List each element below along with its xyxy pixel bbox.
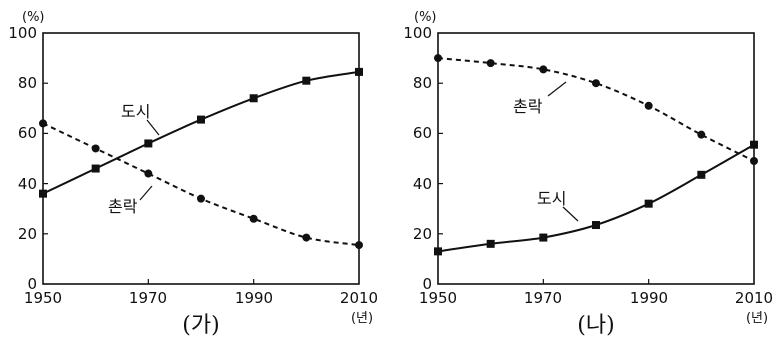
x-tick-label: 1970	[524, 289, 562, 307]
chart-na: (%) (년) (나) 0 20 40 60 80 100 1950 1970 …	[403, 10, 773, 338]
series-label-rural: 촌락	[108, 197, 138, 216]
data-point-circle	[144, 169, 153, 178]
chart-marks	[434, 54, 758, 284]
y-tick-label: 40	[18, 175, 37, 193]
data-point-square	[539, 233, 548, 242]
data-point-square	[592, 221, 600, 230]
data-point-square	[197, 115, 205, 124]
x-unit-label: (년)	[746, 311, 768, 326]
y-tick-label: 40	[413, 175, 432, 193]
x-tick-label: 1970	[129, 289, 167, 307]
y-tick-label: 100	[403, 24, 432, 42]
y-tick-label: 0	[27, 275, 37, 293]
series-line-rural	[437, 57, 755, 162]
y-unit-label: (%)	[22, 10, 45, 25]
data-point-square	[644, 199, 653, 208]
data-point-square	[91, 164, 100, 173]
caption: (나)	[577, 313, 614, 338]
series-label-rural: 촌락	[513, 97, 543, 116]
y-tick-label: 0	[422, 275, 432, 293]
data-point-circle	[39, 119, 47, 128]
leader-line	[562, 206, 579, 222]
series-label-city: 도시	[121, 102, 150, 121]
data-point-circle	[750, 157, 758, 166]
chart-marks	[39, 67, 363, 284]
x-unit-label: (년)	[351, 311, 373, 326]
data-point-circle	[539, 65, 548, 74]
x-tick-label: 1950	[24, 289, 62, 307]
data-point-circle	[697, 130, 706, 139]
data-point-square	[39, 189, 47, 198]
chart-ga: (%) (년) (가) 0 20 40 60 80 100 1950 1970 …	[8, 10, 378, 338]
x-tick-label: 1990	[235, 289, 273, 307]
data-point-square	[750, 140, 758, 149]
x-tick-label: 1950	[419, 289, 457, 307]
y-tick-label: 80	[413, 74, 432, 92]
data-point-square	[486, 239, 495, 248]
leader-line	[547, 81, 567, 97]
data-point-square	[249, 94, 258, 103]
x-tick-label: 2010	[735, 289, 773, 307]
data-point-circle	[197, 194, 205, 203]
data-point-circle	[434, 54, 442, 63]
data-point-circle	[486, 59, 495, 68]
data-point-square	[144, 139, 153, 148]
y-unit-label: (%)	[414, 10, 437, 25]
data-point-square	[434, 247, 442, 256]
leader-line	[146, 119, 160, 136]
data-point-square	[302, 76, 311, 85]
y-tick-label: 80	[18, 74, 37, 92]
x-tick-label: 2010	[340, 289, 378, 307]
y-tick-label: 100	[8, 24, 37, 42]
plot-frame	[437, 32, 755, 285]
data-point-circle	[644, 101, 653, 110]
data-point-square	[355, 67, 363, 76]
y-tick-label: 60	[413, 124, 432, 142]
data-point-circle	[355, 241, 363, 250]
series-label-city: 도시	[537, 189, 566, 208]
series-line-rural	[42, 122, 360, 247]
data-point-circle	[91, 144, 100, 153]
y-tick-label: 20	[413, 225, 432, 243]
y-tick-label: 60	[18, 124, 37, 142]
plot-frame	[42, 32, 360, 285]
data-point-circle	[249, 214, 258, 223]
data-point-square	[697, 170, 706, 179]
x-tick-label: 1990	[630, 289, 668, 307]
leader-line	[139, 185, 153, 201]
series-line-city	[437, 143, 755, 253]
series-line-city	[42, 70, 360, 195]
data-point-circle	[592, 79, 600, 88]
caption: (가)	[182, 313, 219, 338]
y-tick-label: 20	[18, 225, 37, 243]
data-point-circle	[302, 233, 311, 242]
